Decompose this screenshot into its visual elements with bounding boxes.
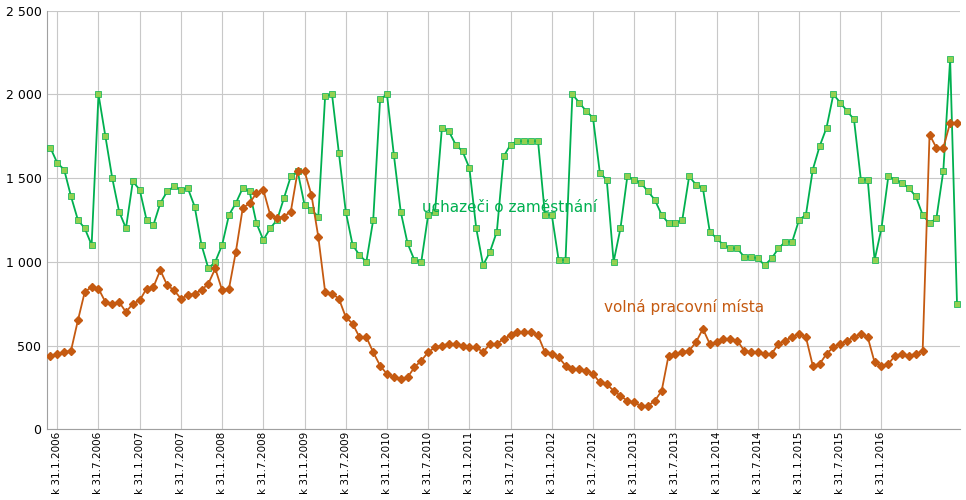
Text: uchazeči o zaměstnání: uchazeči o zaměstnání (421, 200, 597, 214)
Text: volná pracovní místa: volná pracovní místa (604, 299, 764, 315)
